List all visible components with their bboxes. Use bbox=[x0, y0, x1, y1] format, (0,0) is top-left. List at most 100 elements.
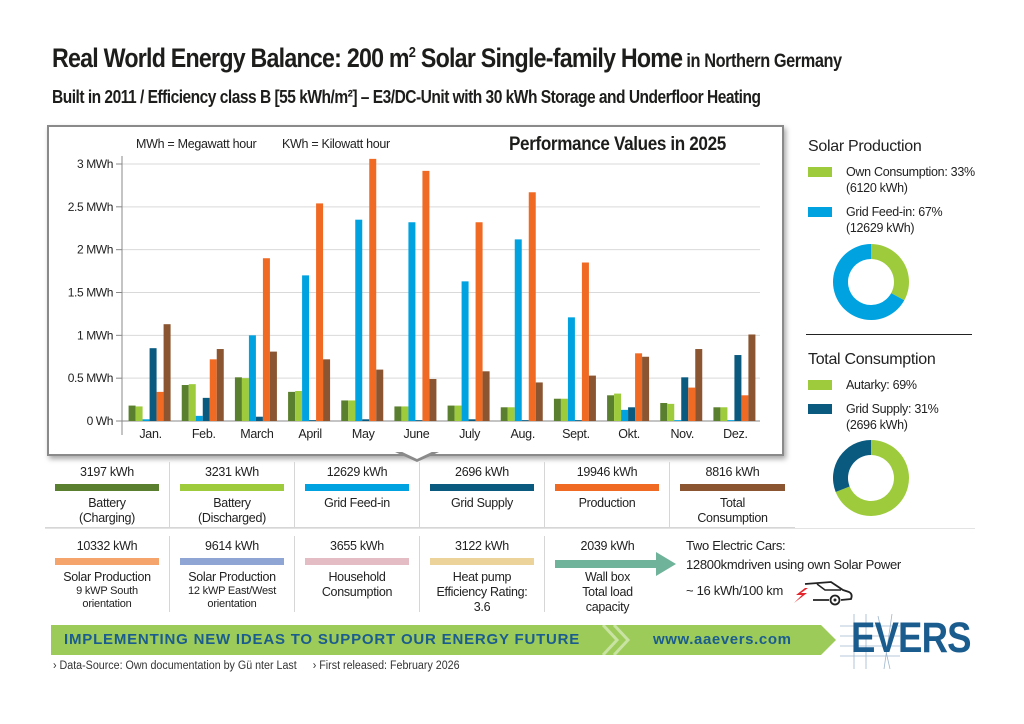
solar-production-title: Solar Production bbox=[808, 138, 922, 155]
color-bar bbox=[305, 484, 409, 491]
total-label: Battery bbox=[213, 496, 251, 510]
page-subtitle: Built in 2011 / Efficiency class B [55 k… bbox=[52, 86, 761, 107]
legend-own-consumption: Own Consumption: 33% (6120 kWh) bbox=[808, 164, 978, 196]
total-consumption: 8816 kWh Total Consumption bbox=[670, 462, 795, 527]
title-rest: Solar Single-family Home bbox=[415, 43, 683, 73]
color-bar bbox=[555, 484, 659, 491]
solar-donut-own-consumption-slice bbox=[871, 244, 909, 301]
total-sublabel-line2: orientation bbox=[82, 598, 132, 610]
cars-line-3: ~ 16 kWh/100 km bbox=[686, 582, 784, 598]
row-divider bbox=[45, 528, 975, 529]
total-value: 2696 kWh bbox=[455, 465, 509, 479]
total-label: Production bbox=[578, 496, 636, 510]
solar-production-panel: Solar Production Own Consumption: 33% (61… bbox=[808, 138, 978, 236]
cars-line-3-row: ~ 16 kWh/100 km bbox=[686, 574, 901, 606]
total-label-line2: Total load bbox=[582, 585, 633, 599]
total-wall-box: 2039 kWh Wall box Total load capacity bbox=[545, 536, 670, 614]
cars-line-2: 12800kmdriven using own Solar Power bbox=[686, 557, 901, 572]
total-label-line2: (Charging) bbox=[78, 511, 136, 525]
side-divider bbox=[806, 334, 972, 335]
total-consumption-donut bbox=[833, 440, 909, 516]
total-label: Battery bbox=[88, 496, 126, 510]
cars-line-1: Two Electric Cars: bbox=[686, 538, 786, 553]
electric-car-icon bbox=[794, 581, 853, 606]
color-bar bbox=[180, 558, 284, 565]
solar-donut-grid-feed-in-slice bbox=[833, 244, 905, 320]
color-bar bbox=[55, 484, 159, 491]
total-label: Heat pump bbox=[452, 570, 512, 584]
website-link[interactable]: www.aaevers.com bbox=[653, 631, 792, 648]
total-label: Grid Supply bbox=[450, 496, 513, 510]
title-main: Real World Energy Balance: 200 m bbox=[52, 43, 410, 73]
totals-row-2: 10332 kWh Solar Production 9 kWP South o… bbox=[45, 536, 795, 614]
data-source-note: › Data-Source: Own documentation by Gü n… bbox=[53, 660, 297, 672]
color-bar bbox=[430, 484, 534, 491]
unit-note-mwh: MWh = Megawatt hour bbox=[136, 137, 257, 151]
total-label-line3: capacity bbox=[585, 600, 630, 614]
color-bar bbox=[55, 558, 159, 565]
legend-autarky: Autarky: 69% bbox=[808, 377, 978, 393]
grid-feed-in-label: Grid Feed-in: 67% bbox=[846, 205, 943, 219]
color-bar bbox=[305, 558, 409, 565]
chart-title: Performance Values in 2025 bbox=[509, 134, 726, 155]
total-production: 19946 kWh Production bbox=[545, 462, 670, 527]
autarky-label: Autarky: 69% bbox=[846, 378, 917, 392]
total-battery-charging: 3197 kWh Battery (Charging) bbox=[45, 462, 170, 527]
total-sublabel: 9 kWP South bbox=[76, 585, 138, 597]
unit-note-kwh: KWh = Kilowatt hour bbox=[282, 137, 390, 151]
own-consumption-label: Own Consumption: 33% bbox=[846, 165, 975, 179]
total-value: 19946 kWh bbox=[576, 465, 638, 479]
total-label: Total bbox=[720, 496, 745, 510]
slogan-banner bbox=[51, 625, 836, 655]
consumption-donut-grid-supply-slice bbox=[833, 440, 871, 492]
total-value: 9614 kWh bbox=[205, 539, 259, 553]
total-label: Grid Feed-in bbox=[324, 496, 390, 510]
color-bar bbox=[430, 558, 534, 565]
page-title: Real World Energy Balance: 200 m2 Solar … bbox=[52, 43, 842, 74]
total-grid-feed-in: 12629 kWh Grid Feed-in bbox=[295, 462, 420, 527]
title-superscript: 2 bbox=[408, 44, 416, 61]
total-value: 3231 kWh bbox=[205, 465, 259, 479]
total-grid-supply: 2696 kWh Grid Supply bbox=[420, 462, 545, 527]
total-label: Solar Production bbox=[188, 570, 276, 584]
legend-swatch-grid-supply bbox=[808, 404, 832, 414]
slogan-text: IMPLEMENTING NEW IDEAS TO SUPPORT OUR EN… bbox=[64, 631, 581, 648]
total-value: 3655 kWh bbox=[330, 539, 384, 553]
total-value: 12629 kWh bbox=[326, 465, 388, 479]
electric-cars-note: Two Electric Cars: 12800kmdriven using o… bbox=[686, 536, 901, 606]
grid-supply-label: Grid Supply: 31% bbox=[846, 402, 939, 416]
title-location: in Northern Germany bbox=[682, 51, 842, 72]
total-sublabel-line2: orientation bbox=[207, 598, 257, 610]
wall-box-arrow-icon bbox=[555, 552, 676, 576]
total-label: Household bbox=[328, 570, 386, 584]
total-consumption-title: Total Consumption bbox=[808, 351, 936, 368]
totals-row-1: 3197 kWh Battery (Charging) 3231 kWh Bat… bbox=[45, 462, 795, 528]
total-label: Wall box bbox=[584, 570, 631, 584]
grid-feed-in-value: (12629 kWh) bbox=[846, 221, 915, 235]
total-label-line2: Efficiency Rating: bbox=[436, 585, 528, 599]
total-value: 10332 kWh bbox=[76, 539, 138, 553]
total-household: 3655 kWh Household Consumption bbox=[295, 536, 420, 612]
chart-callout-pointer bbox=[395, 450, 439, 462]
legend-swatch-autarky bbox=[808, 380, 832, 390]
total-label-line2: (Discharged) bbox=[198, 511, 266, 525]
total-label-line2: Consumption bbox=[697, 511, 768, 525]
legend-grid-feed-in: Grid Feed-in: 67% (12629 kWh) bbox=[808, 204, 978, 236]
total-value: 8816 kWh bbox=[705, 465, 760, 479]
own-consumption-value: (6120 kWh) bbox=[846, 181, 908, 195]
total-label-line3: 3.6 bbox=[473, 600, 491, 614]
evers-logo-grid bbox=[840, 614, 900, 669]
total-label-line2: Consumption bbox=[321, 585, 393, 599]
release-date-note: › First released: February 2026 bbox=[312, 660, 460, 672]
consumption-donut-autarky-slice bbox=[835, 440, 909, 516]
legend-grid-supply: Grid Supply: 31% (2696 kWh) bbox=[808, 401, 978, 433]
total-value: 3197 kWh bbox=[80, 465, 134, 479]
total-sublabel: 12 kWP East/West bbox=[187, 585, 277, 597]
chart-frame bbox=[47, 125, 784, 456]
color-bar bbox=[180, 484, 284, 491]
grid-supply-value: (2696 kWh) bbox=[846, 418, 908, 432]
evers-logo: EVERS bbox=[851, 614, 972, 662]
footer: › Data-Source: Own documentation by Gü n… bbox=[53, 660, 473, 672]
total-battery-discharged: 3231 kWh Battery (Discharged) bbox=[170, 462, 295, 527]
total-value: 2039 kWh bbox=[580, 539, 635, 553]
